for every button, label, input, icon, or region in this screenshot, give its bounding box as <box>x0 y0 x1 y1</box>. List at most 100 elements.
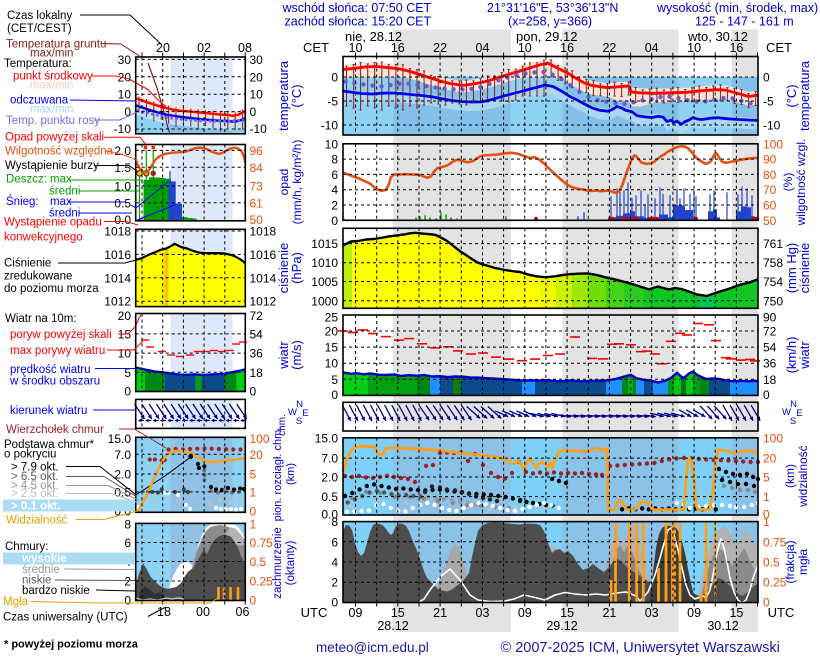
svg-text:1018: 1018 <box>250 225 277 239</box>
svg-text:4: 4 <box>331 183 338 197</box>
svg-text:zachód słońca: 15:20 CET: zachód słońca: 15:20 CET <box>285 15 432 29</box>
svg-text:(m/s): (m/s) <box>289 340 304 370</box>
svg-text:pon, 29.12: pon, 29.12 <box>516 29 577 44</box>
svg-text:10: 10 <box>118 88 132 102</box>
svg-text:0.5: 0.5 <box>250 555 267 569</box>
svg-text:15: 15 <box>325 341 339 355</box>
svg-text:761: 761 <box>763 237 783 251</box>
svg-text:0: 0 <box>331 214 338 228</box>
svg-text:100: 100 <box>250 432 270 446</box>
svg-text:Temperatura:: Temperatura: <box>4 58 72 70</box>
svg-text:2.0: 2.0 <box>114 468 131 482</box>
svg-text:S: S <box>790 416 796 427</box>
svg-text:02: 02 <box>197 41 211 55</box>
svg-text:(CET/CEST): (CET/CEST) <box>7 23 72 35</box>
svg-text:1016: 1016 <box>250 248 277 262</box>
svg-text:03: 03 <box>645 606 659 620</box>
svg-text:16: 16 <box>560 41 574 55</box>
svg-text:90: 90 <box>763 310 777 324</box>
svg-text:7.0: 7.0 <box>114 448 131 462</box>
svg-text:> 6.5 okt.: > 6.5 okt. <box>11 471 59 483</box>
svg-text:1.5: 1.5 <box>114 161 131 175</box>
svg-text:10: 10 <box>250 88 264 102</box>
svg-text:(km): (km) <box>285 463 297 485</box>
svg-text:E: E <box>796 408 802 419</box>
svg-text:0: 0 <box>763 388 770 402</box>
svg-text:średnie: średnie <box>22 564 60 576</box>
svg-text:temperatura: temperatura <box>276 60 291 131</box>
svg-text:niskie: niskie <box>22 575 51 587</box>
svg-text:(%): (%) <box>781 173 795 192</box>
svg-text:1014: 1014 <box>250 271 277 285</box>
svg-text:-5: -5 <box>763 95 774 109</box>
svg-text:10: 10 <box>687 41 701 55</box>
svg-text:(km/h): (km/h) <box>784 337 799 374</box>
svg-text:100: 100 <box>763 137 783 151</box>
svg-text:o pokryciu: o pokryciu <box>4 449 56 461</box>
svg-text:UTC: UTC <box>768 605 795 620</box>
svg-text:Podstawa chmur*: Podstawa chmur* <box>4 439 95 451</box>
svg-text:(x=258, y=366): (x=258, y=366) <box>508 15 592 29</box>
svg-text:50: 50 <box>763 214 777 228</box>
svg-text:30: 30 <box>250 53 264 67</box>
svg-text:21: 21 <box>433 606 447 620</box>
svg-text:Opad powyżej skali: Opad powyżej skali <box>5 132 104 144</box>
svg-text:w środku obszaru: w środku obszaru <box>9 376 100 388</box>
svg-text:> 0.1 okt.: > 0.1 okt. <box>11 501 61 513</box>
svg-text:wysokie: wysokie <box>21 553 67 565</box>
svg-text:średni: średni <box>49 185 80 197</box>
svg-text:18: 18 <box>157 605 171 619</box>
svg-text:25: 25 <box>325 310 339 324</box>
svg-text:1012: 1012 <box>250 295 277 309</box>
svg-text:(frakcja): (frakcja) <box>783 540 797 583</box>
svg-text:Mgła: Mgła <box>3 596 29 608</box>
svg-text:00: 00 <box>196 605 210 619</box>
svg-text:73: 73 <box>250 179 264 193</box>
svg-text:10: 10 <box>325 137 339 151</box>
svg-text:2.0: 2.0 <box>321 471 338 485</box>
svg-text:96: 96 <box>250 144 264 158</box>
svg-text:36: 36 <box>250 347 264 361</box>
svg-text:8: 8 <box>331 515 338 529</box>
svg-text:(°C): (°C) <box>289 84 304 107</box>
svg-text:zachmurzenie: zachmurzenie <box>272 527 284 599</box>
svg-text:do poziomu morza: do poziomu morza <box>4 283 99 295</box>
svg-text:5: 5 <box>331 373 338 387</box>
svg-text:0: 0 <box>250 385 257 399</box>
svg-text:CET: CET <box>766 40 792 55</box>
svg-text:wilgotność wzgl.: wilgotność wzgl. <box>794 139 808 227</box>
svg-text:max: max <box>50 174 72 186</box>
svg-text:61: 61 <box>250 196 264 210</box>
svg-text:80: 80 <box>763 168 777 182</box>
svg-text:1: 1 <box>250 518 257 532</box>
svg-text:1014: 1014 <box>104 271 131 285</box>
svg-text:5: 5 <box>250 468 257 482</box>
svg-text:(hPa): (hPa) <box>289 252 304 284</box>
svg-text:10: 10 <box>518 41 532 55</box>
svg-text:0: 0 <box>763 71 770 85</box>
svg-text:0: 0 <box>331 388 338 402</box>
svg-text:30.12: 30.12 <box>707 619 738 633</box>
svg-text:(km): (km) <box>783 464 797 488</box>
svg-text:meteo@icm.edu.pl: meteo@icm.edu.pl <box>316 640 429 655</box>
svg-text:-10: -10 <box>114 122 132 136</box>
svg-text:4: 4 <box>331 556 338 570</box>
svg-text:wysokość (min, środek, max): wysokość (min, środek, max) <box>656 1 818 15</box>
svg-text:1010: 1010 <box>311 256 338 270</box>
svg-text:84: 84 <box>250 161 264 175</box>
svg-text:kierunek wiatru: kierunek wiatru <box>10 405 87 417</box>
svg-text:09: 09 <box>687 606 701 620</box>
svg-text:03: 03 <box>476 606 490 620</box>
svg-text:Czas lokalny: Czas lokalny <box>7 10 72 22</box>
svg-text:wiatr: wiatr <box>276 341 291 370</box>
svg-text:bardzo niskie: bardzo niskie <box>22 585 90 597</box>
svg-text:20: 20 <box>250 70 264 84</box>
svg-text:0.0: 0.0 <box>321 508 338 522</box>
svg-text:wiatr: wiatr <box>797 341 812 370</box>
svg-text:0.0: 0.0 <box>114 213 131 227</box>
svg-text:21: 21 <box>602 606 616 620</box>
svg-text:konwekcyjnego: konwekcyjnego <box>4 232 83 244</box>
svg-text:N: N <box>296 399 303 410</box>
svg-text:6: 6 <box>331 535 338 549</box>
svg-text:54: 54 <box>763 341 777 355</box>
